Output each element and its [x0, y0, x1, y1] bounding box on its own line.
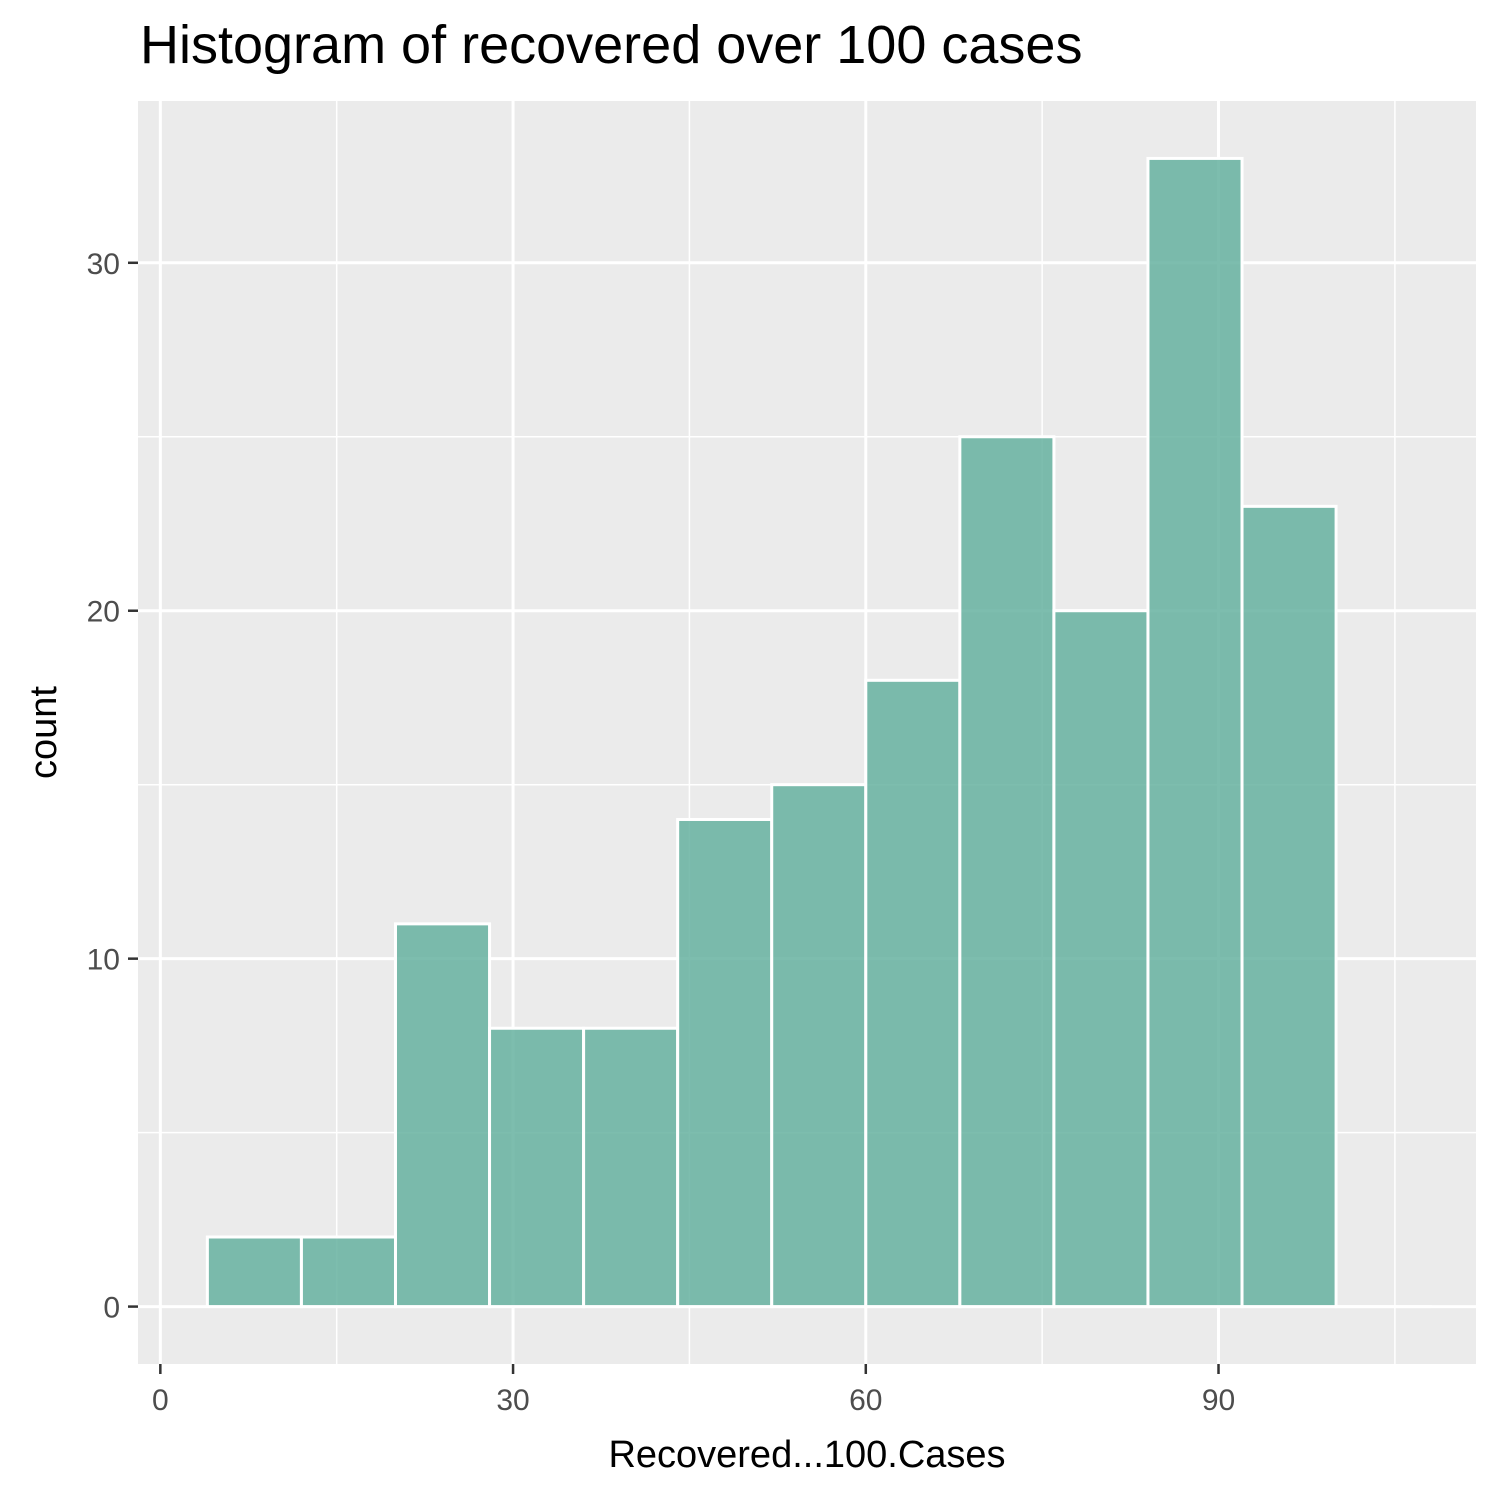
x-tick-label: 30 [496, 1384, 529, 1417]
y-tick-label: 30 [87, 248, 120, 281]
x-axis-tick-labels: 0 30 60 90 [152, 1384, 1235, 1417]
histogram-bar-10 [1146, 156, 1244, 1309]
y-axis-title: count [23, 686, 65, 779]
histogram-bars [205, 156, 1432, 1309]
axis-ticks [128, 261, 1220, 1374]
chart-title: Histogram of recovered over 100 cases [140, 15, 1083, 75]
histogram-bar-9 [1052, 609, 1150, 1309]
y-tick-label: 10 [87, 944, 120, 977]
y-tick-label: 20 [87, 596, 120, 629]
histogram-bar-0 [205, 1235, 303, 1309]
x-axis-title: Recovered...100.Cases [608, 1434, 1005, 1476]
histogram-bar-8 [958, 435, 1056, 1309]
histogram-bar-2 [393, 922, 492, 1309]
histogram-bar-11 [1240, 504, 1338, 1309]
x-tick-label: 0 [152, 1384, 169, 1417]
y-tick-label: 0 [103, 1292, 120, 1325]
histogram-bar-7 [864, 678, 962, 1309]
histogram-bar-3 [488, 1026, 586, 1309]
histogram-bar-1 [299, 1235, 397, 1309]
histogram-bar-6 [770, 783, 868, 1309]
histogram-bar-4 [582, 1026, 680, 1309]
x-tick-label: 60 [849, 1384, 882, 1417]
y-axis-tick-labels: 0 10 20 30 [87, 248, 120, 1325]
histogram-bar-5 [676, 817, 774, 1309]
x-tick-label: 90 [1202, 1384, 1235, 1417]
